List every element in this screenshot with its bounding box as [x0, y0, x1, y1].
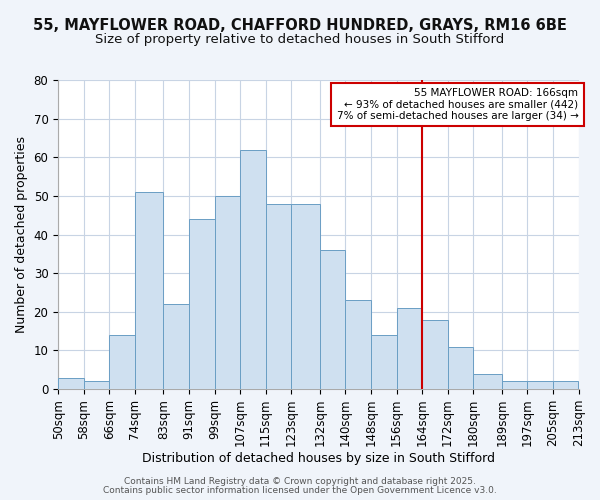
- Bar: [371, 335, 397, 389]
- Text: Size of property relative to detached houses in South Stifford: Size of property relative to detached ho…: [95, 32, 505, 46]
- Bar: [215, 196, 240, 389]
- Bar: [422, 320, 448, 389]
- Bar: [83, 382, 109, 389]
- Bar: [397, 308, 422, 389]
- Bar: [291, 204, 320, 389]
- Bar: [473, 374, 502, 389]
- Bar: [109, 335, 135, 389]
- Bar: [553, 382, 578, 389]
- Bar: [502, 382, 527, 389]
- Bar: [346, 300, 371, 389]
- Text: 55, MAYFLOWER ROAD, CHAFFORD HUNDRED, GRAYS, RM16 6BE: 55, MAYFLOWER ROAD, CHAFFORD HUNDRED, GR…: [33, 18, 567, 32]
- Y-axis label: Number of detached properties: Number of detached properties: [15, 136, 28, 333]
- X-axis label: Distribution of detached houses by size in South Stifford: Distribution of detached houses by size …: [142, 452, 495, 465]
- Bar: [58, 378, 83, 389]
- Bar: [527, 382, 553, 389]
- Bar: [163, 304, 189, 389]
- Bar: [189, 219, 215, 389]
- Bar: [320, 250, 346, 389]
- Text: 55 MAYFLOWER ROAD: 166sqm
← 93% of detached houses are smaller (442)
7% of semi-: 55 MAYFLOWER ROAD: 166sqm ← 93% of detac…: [337, 88, 578, 121]
- Text: Contains HM Land Registry data © Crown copyright and database right 2025.: Contains HM Land Registry data © Crown c…: [124, 477, 476, 486]
- Bar: [135, 192, 163, 389]
- Text: Contains public sector information licensed under the Open Government Licence v3: Contains public sector information licen…: [103, 486, 497, 495]
- Bar: [448, 346, 473, 389]
- Bar: [266, 204, 291, 389]
- Bar: [240, 150, 266, 389]
